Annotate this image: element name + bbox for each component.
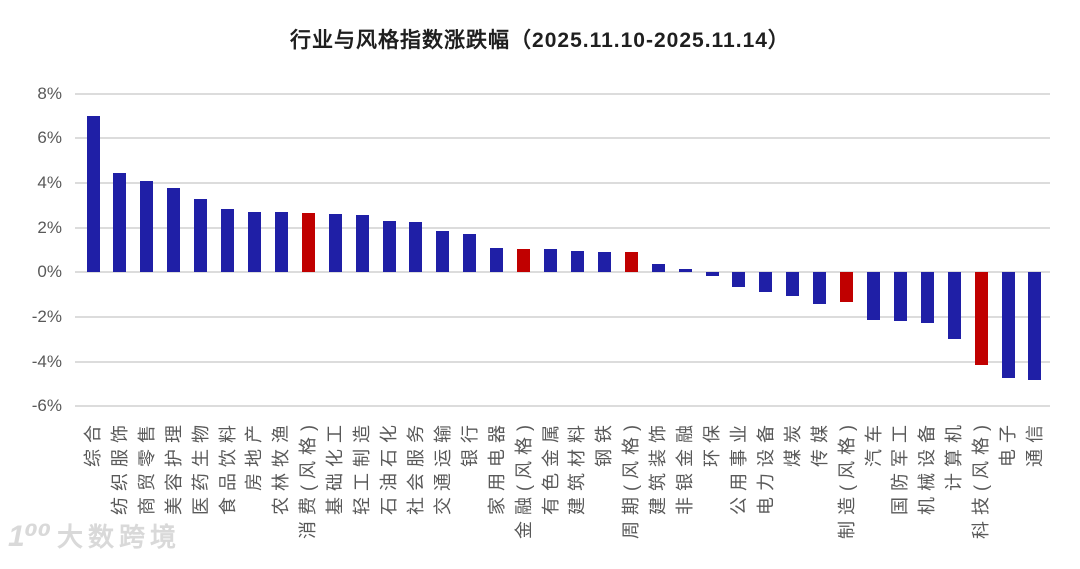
bar-金融(风格) [517,248,531,273]
y-axis-tick-label: -2% [31,307,62,326]
bar-消费(风格) [301,213,315,273]
x-axis-label: 建筑材料 [567,419,588,515]
watermark-text: 大数跨境 [56,522,181,552]
bar-基础化工 [328,214,342,273]
y-axis-tick-label: 0% [37,262,62,282]
bar-综合 [86,115,100,273]
x-axis-label: 房地产 [244,419,265,491]
x-axis-label: 非银金融 [675,419,696,515]
bar-社会服务 [409,222,423,273]
y-axis-tick-label: -4% [31,351,62,371]
x-axis-label: 科技(风格) [971,419,992,539]
x-axis-label: 环保 [702,419,723,467]
bar-轻工制造 [355,215,369,273]
x-axis-label: 消费(风格) [298,419,319,539]
y-axis-tick-label: 6% [37,128,62,148]
x-axis-label: 纺织服饰 [109,419,130,515]
x-axis-label: 轻工制造 [352,419,373,515]
bar-国防军工 [893,272,907,322]
x-axis-label: 公用事业 [728,419,749,515]
x-axis-label: 医药生物 [190,419,211,515]
x-axis-label: 社会服务 [405,419,426,515]
x-axis-label: 钢铁 [594,419,615,467]
bar-交通运输 [436,230,450,273]
bar-食品饮料 [221,208,235,273]
x-axis-label: 机械设备 [917,419,938,515]
watermark-logo-icon: 1⁰⁰ [8,520,51,553]
x-axis-label: 综合 [83,419,103,467]
x-axis-label: 交通运输 [432,419,453,515]
gridline [75,181,1050,184]
bar-科技(风格) [974,272,988,366]
bar-建筑材料 [570,251,584,273]
bar-电力设备 [759,272,773,293]
bar-环保 [705,272,719,276]
x-axis-label: 家用电器 [486,419,507,515]
bar-制造(风格) [840,272,854,303]
bar-建筑装饰 [651,264,665,273]
x-axis-label: 金融(风格) [513,419,534,539]
bar-计算机 [947,272,961,340]
y-axis-tick-label: 8% [37,83,62,103]
bar-汽车 [867,272,880,321]
bar-机械设备 [920,272,934,323]
x-axis-label: 周期(风格) [621,419,642,539]
x-axis-label: 计算机 [944,419,965,491]
gridline [75,405,1050,408]
bar-有色金属 [544,248,558,273]
y-axis-tick-label: 4% [37,172,62,192]
gridline [75,137,1050,140]
gridline [75,226,1050,229]
x-axis-label: 传媒 [809,419,830,467]
gridline [75,271,1050,274]
bar-钢铁 [597,252,611,273]
x-axis-label: 制造(风格) [836,419,857,539]
bar-传媒 [813,272,827,304]
chart-title: 行业与风格指数涨跌幅（2025.11.10-2025.11.14） [290,29,790,52]
bar-通信 [1028,272,1042,380]
bar-纺织服饰 [113,172,127,273]
x-axis-label: 建筑装饰 [648,419,669,515]
bar-家用电器 [490,247,504,273]
bar-美容护理 [167,188,181,273]
bar-银行 [463,234,477,273]
bar-商贸零售 [140,180,154,273]
gridline [75,360,1050,363]
x-axis-label: 煤炭 [782,419,803,467]
bar-房地产 [247,211,261,273]
bar-煤炭 [786,272,800,296]
x-axis-label: 石油石化 [379,419,400,515]
x-axis-label: 电子 [998,419,1019,467]
bar-公用事业 [732,272,746,287]
bar-周期(风格) [624,252,638,273]
gridline [75,316,1050,318]
bar-农林牧渔 [274,211,288,273]
x-axis-label: 银行 [459,419,480,467]
x-axis-label: 美容护理 [163,419,184,515]
bar-电子 [1001,272,1015,379]
bar-非银金融 [678,268,692,273]
gridline [75,92,1050,95]
x-axis-label: 国防军工 [890,419,911,515]
x-axis-label: 食品饮料 [217,419,238,515]
x-axis-label: 通信 [1024,419,1045,467]
watermark: 1⁰⁰ 大数跨境 [8,521,181,553]
bar-石油石化 [382,220,396,273]
x-axis-label: 商贸零售 [136,419,157,515]
x-axis-label: 汽车 [863,419,884,467]
x-axis-label: 基础化工 [325,419,346,515]
x-axis-label: 农林牧渔 [271,419,292,515]
bar-医药生物 [194,198,208,273]
x-axis-label: 电力设备 [755,419,776,515]
x-axis-label: 有色金属 [540,419,561,515]
y-axis-tick-label: -6% [31,396,62,416]
y-axis-tick-label: 2% [37,217,62,237]
